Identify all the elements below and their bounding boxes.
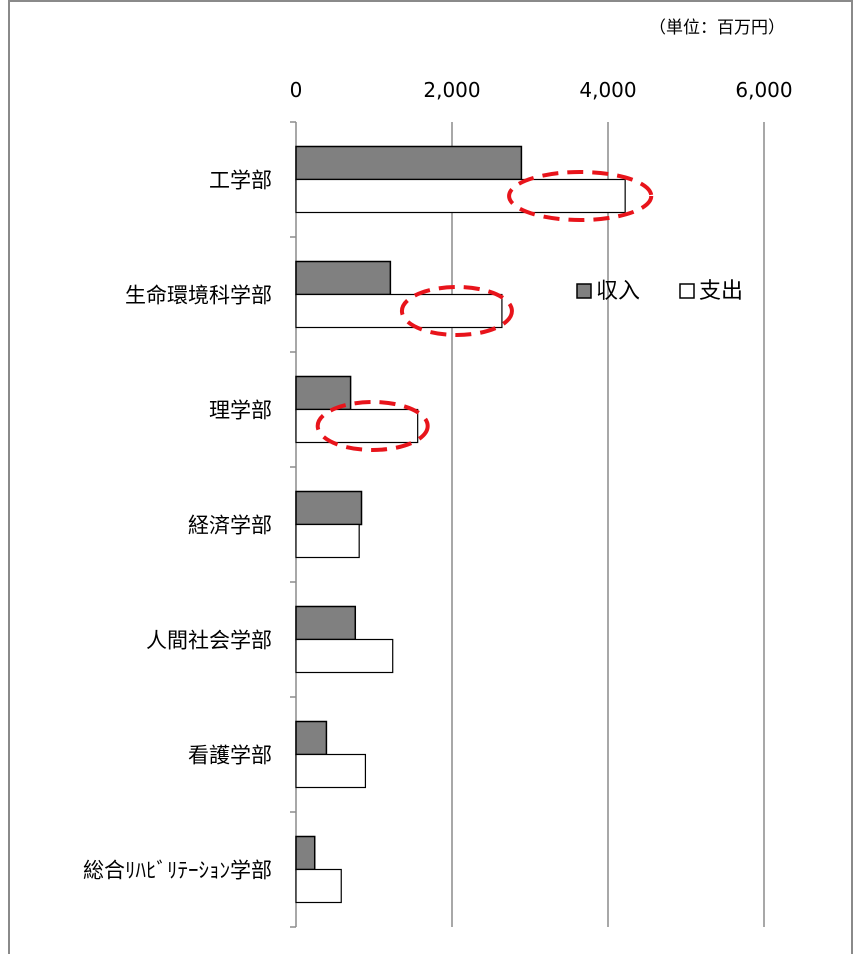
category-label: 人間社会学部 [146, 629, 272, 653]
label-layer: 0 2,000 4,000 6,000 工学部生命環境科学部理学部経済学部人間社会学部看… [83, 78, 793, 883]
bar-expense [295, 408, 419, 444]
legend-swatch-income [576, 283, 592, 299]
bar-income [295, 260, 392, 296]
bar-expense [295, 638, 394, 674]
category-label: 生命環境科学部 [125, 284, 272, 308]
bar-income [295, 720, 328, 756]
category-label: 総合ﾘﾊﾋﾞﾘﾃｰｼｮﾝ学部 [83, 859, 272, 883]
bar-layer [295, 145, 626, 904]
highlight-ellipse [315, 400, 430, 452]
legend-label-income: 収入 [596, 279, 640, 304]
x-tick-label: 4,000 [579, 78, 636, 102]
highlight-ellipse [399, 285, 514, 337]
category-label: 工学部 [209, 169, 272, 193]
highlight-layer [315, 170, 654, 452]
legend-swatch-expense [679, 283, 695, 299]
category-label: 経済学部 [188, 514, 272, 538]
bar-expense [295, 293, 503, 329]
bar-income [295, 490, 363, 526]
legend-label-expense: 支出 [699, 279, 743, 304]
bar-income [295, 605, 357, 641]
category-label: 看護学部 [188, 744, 272, 768]
bar-income [295, 145, 523, 181]
legend: 収入 支出 [576, 279, 743, 304]
bar-expense [295, 178, 626, 214]
x-tick-label: 0 [290, 78, 303, 102]
bar-expense [295, 753, 367, 789]
highlight-ellipse [507, 170, 654, 222]
bar-income [295, 835, 316, 871]
bar-expense [295, 523, 360, 559]
x-tick-label: 2,000 [423, 78, 480, 102]
x-tick-label: 6,000 [735, 78, 792, 102]
bar-expense [295, 868, 342, 904]
category-label: 理学部 [209, 399, 272, 423]
unit-note: （単位：百万円） [649, 18, 785, 38]
